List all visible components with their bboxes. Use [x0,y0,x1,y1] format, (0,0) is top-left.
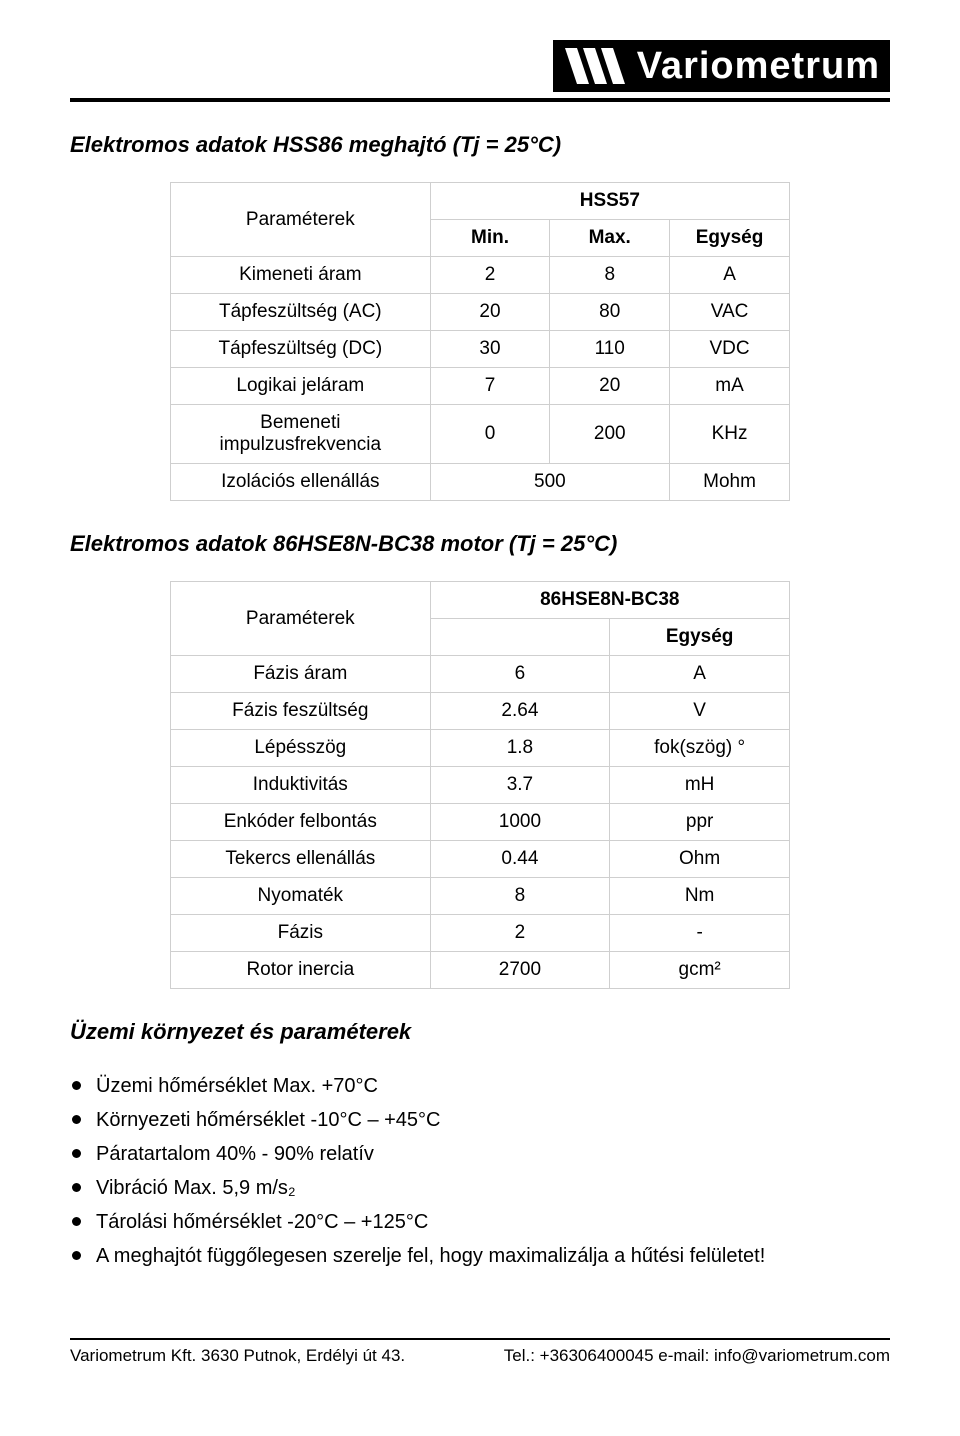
col-max: Max. [550,220,670,257]
brand-mark-icon [559,44,631,88]
table-row: Fázis 2 - [171,915,790,952]
cell: V [610,693,790,730]
brand-banner: Variometrum [70,40,890,92]
row-label: Tekercs ellenállás [171,841,431,878]
table-row: Fázis feszültség 2.64 V [171,693,790,730]
cell: mA [670,368,790,405]
row-label: Tápfeszültség (DC) [171,331,431,368]
list-item: Vibráció Max. 5,9 m/s₂ [70,1171,890,1205]
cell: 0 [430,405,550,464]
row-label: Fázis feszültség [171,693,431,730]
cell: 2 [430,257,550,294]
cell: 80 [550,294,670,331]
cell: mH [610,767,790,804]
row-label: Nyomaték [171,878,431,915]
row-label: Tápfeszültség (AC) [171,294,431,331]
table-row: Induktivitás 3.7 mH [171,767,790,804]
table-row: Enkóder felbontás 1000 ppr [171,804,790,841]
cell: VDC [670,331,790,368]
list-item: Üzemi hőmérséklet Max. +70°C [70,1069,890,1103]
cell: gcm² [610,952,790,989]
row-label: Izolációs ellenállás [171,464,431,501]
footer-row: Variometrum Kft. 3630 Putnok, Erdélyi út… [70,1346,890,1366]
cell: 2700 [430,952,610,989]
row-label: Bemeneti impulzusfrekvencia [171,405,431,464]
cell: 3.7 [430,767,610,804]
header-rule [70,98,890,102]
group-header: HSS57 [430,183,789,220]
row-label: Lépésszög [171,730,431,767]
page-root: Variometrum Elektromos adatok HSS86 megh… [0,0,960,1380]
section2-title: Elektromos adatok 86HSE8N-BC38 motor (Tj… [70,531,890,557]
list-item: Tárolási hőmérséklet -20°C – +125°C [70,1205,890,1239]
col-min: Min. [430,220,550,257]
table-row: Bemeneti impulzusfrekvencia 0 200 KHz [171,405,790,464]
cell: 110 [550,331,670,368]
footer-right: Tel.: +36306400045 e-mail: info@variomet… [504,1346,890,1366]
table-row: Tápfeszültség (DC) 30 110 VDC [171,331,790,368]
section3-title: Üzemi környezet és paraméterek [70,1019,890,1045]
row-label: Rotor inercia [171,952,431,989]
brand-name: Variometrum [637,47,880,85]
cell: VAC [670,294,790,331]
cell: Nm [610,878,790,915]
cell: 7 [430,368,550,405]
group-header: 86HSE8N-BC38 [430,582,789,619]
table-row: Kimeneti áram 2 8 A [171,257,790,294]
cell: Mohm [670,464,790,501]
brand-logo: Variometrum [553,40,890,92]
row-label: Logikai jeláram [171,368,431,405]
table-row: Fázis áram 6 A [171,656,790,693]
table-row: Izolációs ellenállás 500 Mohm [171,464,790,501]
cell: 2.64 [430,693,610,730]
cell: 8 [430,878,610,915]
table-row: Lépésszög 1.8 fok(szög) ° [171,730,790,767]
col-unit: Egység [610,619,790,656]
table-row: Nyomaték 8 Nm [171,878,790,915]
cell: ppr [610,804,790,841]
row-label: Fázis [171,915,431,952]
cell: 500 [430,464,669,501]
table-row: Paraméterek 86HSE8N-BC38 [171,582,790,619]
cell: A [610,656,790,693]
list-item: Környezeti hőmérséklet -10°C – +45°C [70,1103,890,1137]
cell: - [610,915,790,952]
param-header: Paraméterek [171,183,431,257]
cell: 20 [550,368,670,405]
cell: A [670,257,790,294]
col-blank [430,619,610,656]
table-motor: Paraméterek 86HSE8N-BC38 Egység Fázis ár… [170,581,790,989]
row-label: Induktivitás [171,767,431,804]
footer-rule [70,1338,890,1340]
row-label: Fázis áram [171,656,431,693]
cell: Ohm [610,841,790,878]
cell: 6 [430,656,610,693]
section1-title: Elektromos adatok HSS86 meghajtó (Tj = 2… [70,132,890,158]
table-row: Rotor inercia 2700 gcm² [171,952,790,989]
table-row: Tekercs ellenállás 0.44 Ohm [171,841,790,878]
cell: 1000 [430,804,610,841]
cell: 200 [550,405,670,464]
cell: fok(szög) ° [610,730,790,767]
table-hss57: Paraméterek HSS57 Min. Max. Egység Kimen… [170,182,790,501]
cell: 30 [430,331,550,368]
footer-left: Variometrum Kft. 3630 Putnok, Erdélyi út… [70,1346,405,1366]
cell: 8 [550,257,670,294]
cell: 0.44 [430,841,610,878]
col-unit: Egység [670,220,790,257]
cell: 2 [430,915,610,952]
cell: 1.8 [430,730,610,767]
cell: 20 [430,294,550,331]
row-label: Enkóder felbontás [171,804,431,841]
env-list: Üzemi hőmérséklet Max. +70°C Környezeti … [70,1069,890,1273]
cell: KHz [670,405,790,464]
table-row: Tápfeszültség (AC) 20 80 VAC [171,294,790,331]
row-label: Kimeneti áram [171,257,431,294]
param-header: Paraméterek [171,582,431,656]
page-footer: Variometrum Kft. 3630 Putnok, Erdélyi út… [70,1338,890,1366]
list-item: A meghajtót függőlegesen szerelje fel, h… [70,1239,890,1273]
table-row: Paraméterek HSS57 [171,183,790,220]
list-item: Páratartalom 40% - 90% relatív [70,1137,890,1171]
table-row: Logikai jeláram 7 20 mA [171,368,790,405]
